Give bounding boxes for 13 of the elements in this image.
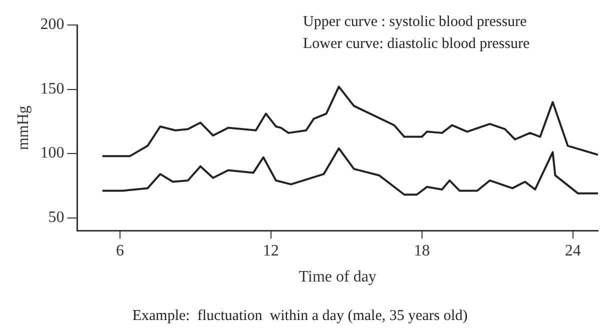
y-tick-label: 150 [40, 80, 64, 98]
x-tick-label: 12 [262, 242, 279, 260]
y-tick-label: 50 [48, 208, 64, 226]
x-axis-title: Time of day [298, 268, 376, 286]
annotation: Upper curve : systolic blood pressure [303, 14, 528, 30]
x-tick-label: 18 [414, 242, 430, 260]
text: Example: fluctuation within a day (male, 35 years old) [132, 308, 468, 324]
y-tick-label: 100 [40, 144, 64, 162]
y-axis-title: mmHg [14, 106, 32, 150]
annotation: Lower curve: diastolic blood pressure [303, 36, 530, 52]
x-tick-label: 6 [116, 242, 124, 260]
x-tick-label: 24 [564, 242, 581, 260]
y-tick-label: 200 [40, 16, 64, 34]
